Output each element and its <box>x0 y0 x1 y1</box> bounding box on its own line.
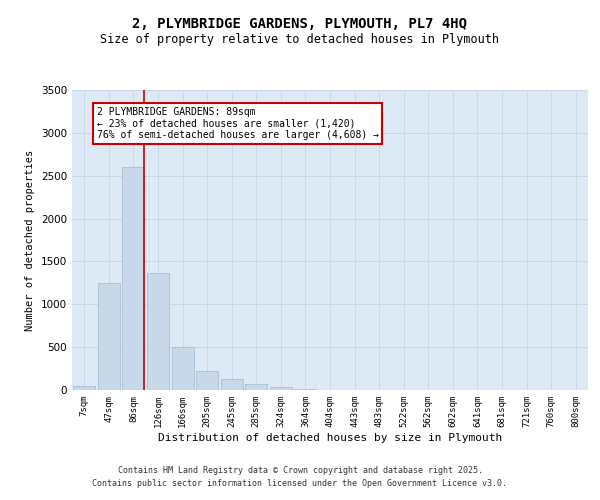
Bar <box>221 379 243 390</box>
Bar <box>147 272 169 390</box>
X-axis label: Distribution of detached houses by size in Plymouth: Distribution of detached houses by size … <box>158 432 502 442</box>
Bar <box>73 386 95 390</box>
Text: Contains HM Land Registry data © Crown copyright and database right 2025.
Contai: Contains HM Land Registry data © Crown c… <box>92 466 508 487</box>
Text: 2, PLYMBRIDGE GARDENS, PLYMOUTH, PL7 4HQ: 2, PLYMBRIDGE GARDENS, PLYMOUTH, PL7 4HQ <box>133 18 467 32</box>
Bar <box>295 388 316 390</box>
Bar <box>98 283 120 390</box>
Y-axis label: Number of detached properties: Number of detached properties <box>25 150 35 330</box>
Bar <box>245 384 268 390</box>
Bar <box>122 167 145 390</box>
Text: 2 PLYMBRIDGE GARDENS: 89sqm
← 23% of detached houses are smaller (1,420)
76% of : 2 PLYMBRIDGE GARDENS: 89sqm ← 23% of det… <box>97 107 379 140</box>
Text: Size of property relative to detached houses in Plymouth: Size of property relative to detached ho… <box>101 32 499 46</box>
Bar <box>270 386 292 390</box>
Bar <box>196 371 218 390</box>
Bar <box>172 347 194 390</box>
